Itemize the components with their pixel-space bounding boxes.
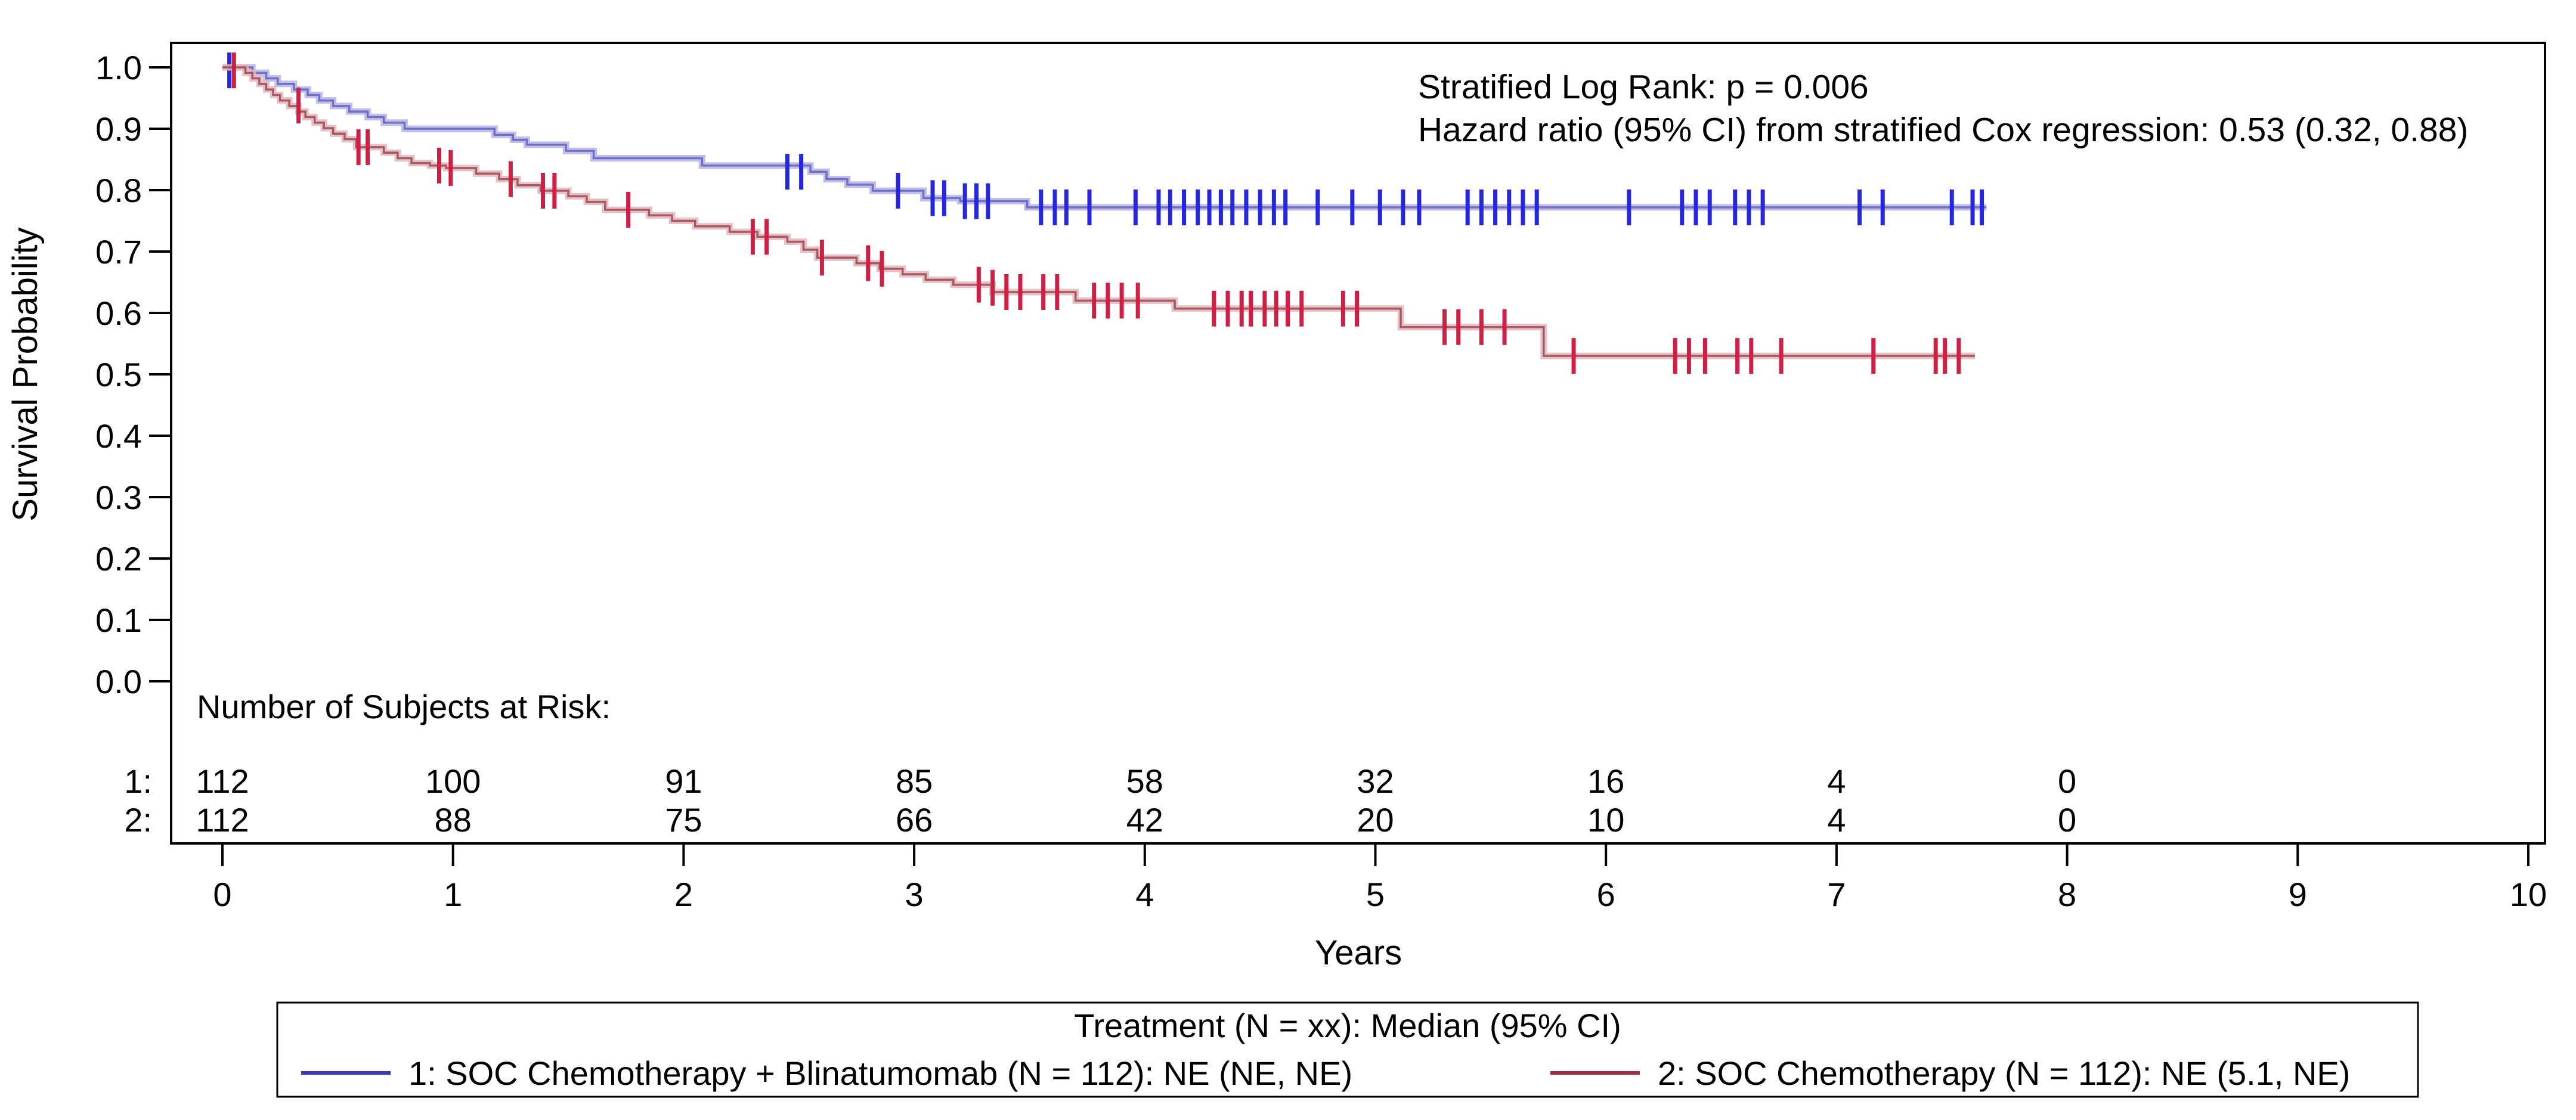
annotation-hazard-ratio: Hazard ratio (95% CI) from stratified Co… — [1418, 111, 2468, 149]
risk-row-2-label: 2: — [124, 801, 152, 839]
x-tick-label: 9 — [2289, 876, 2307, 913]
risk-value-row2: 112 — [196, 801, 249, 839]
risk-value-row2: 75 — [665, 801, 702, 839]
x-tick-label: 10 — [2510, 876, 2547, 913]
y-tick-label: 0.5 — [95, 356, 142, 393]
plot-frame — [170, 42, 2546, 845]
x-tick-label: 8 — [2058, 876, 2076, 913]
x-tick-label: 5 — [1366, 876, 1385, 913]
x-tick-label: 4 — [1135, 876, 1154, 913]
risk-value-row1: 85 — [896, 762, 933, 800]
risk-value-row2: 66 — [896, 801, 933, 839]
x-axis-title: Years — [1315, 933, 1402, 972]
risk-value-row1: 100 — [425, 762, 481, 800]
y-tick-label: 0.0 — [95, 663, 142, 700]
y-tick-label: 0.1 — [95, 601, 142, 639]
legend-box — [276, 1001, 2419, 1098]
legend-entry-2-label: 2: SOC Chemotherapy (N = 112): NE (5.1, … — [1658, 1054, 2350, 1092]
risk-value-row1: 112 — [196, 762, 249, 800]
risk-value-row2: 0 — [2058, 801, 2076, 839]
y-tick-label: 0.7 — [95, 233, 142, 271]
curves-layer — [222, 52, 1987, 374]
risk-value-row1: 0 — [2058, 762, 2076, 800]
risk-row-1-label: 1: — [124, 762, 152, 800]
x-tick-label: 2 — [674, 876, 693, 913]
x-tick-label: 1 — [444, 876, 462, 913]
axes-layer: 1.0 0.9 0.8 0.7 0.6 0.5 0.4 0.3 0.2 0.1 0.0 0 1 2 3 4 5 6… — [95, 49, 2547, 913]
legend: Treatment (N = xx): Median (95% CI) 1: S… — [276, 1001, 2419, 1098]
y-tick-label: 0.9 — [95, 110, 142, 148]
risk-value-row2: 4 — [1827, 801, 1846, 839]
x-tick-label: 0 — [213, 876, 231, 913]
risk-value-row1: 32 — [1357, 762, 1394, 800]
y-tick-label: 0.4 — [95, 417, 142, 455]
survival-curve-1 — [222, 66, 1987, 209]
risk-value-row1: 91 — [665, 762, 702, 800]
legend-title: Treatment (N = xx): Median (95% CI) — [1074, 1007, 1621, 1044]
x-tick-label: 7 — [1827, 876, 1846, 913]
y-axis-title: Survival Probability — [6, 227, 45, 521]
y-tick-label: 0.3 — [95, 479, 142, 516]
risk-value-row1: 58 — [1126, 762, 1163, 800]
y-tick-label: 1.0 — [95, 49, 142, 86]
risk-value-row2: 88 — [435, 801, 472, 839]
risk-value-row2: 10 — [1587, 801, 1624, 839]
risk-value-row2: 42 — [1126, 801, 1163, 839]
y-tick-label: 0.8 — [95, 172, 142, 209]
x-tick-label: 6 — [1597, 876, 1615, 913]
annotation-log-rank: Stratified Log Rank: p = 0.006 — [1418, 68, 1869, 106]
risk-value-row2: 20 — [1357, 801, 1394, 839]
risk-table-layer: 1: 112 100 91 85 58 32 16 4 0 2: 112 88 75 66 42 20 10 4 0 — [124, 762, 2076, 839]
y-tick-label: 0.2 — [95, 540, 142, 578]
x-tick-label: 3 — [905, 876, 924, 913]
risk-value-row1: 4 — [1827, 762, 1846, 800]
risk-value-row1: 16 — [1587, 762, 1624, 800]
risk-table-header: Number of Subjects at Risk: — [197, 688, 611, 725]
y-tick-label: 0.6 — [95, 294, 142, 332]
legend-entry-1-label: 1: SOC Chemotherapy + Blinatumomab (N = … — [408, 1054, 1352, 1092]
